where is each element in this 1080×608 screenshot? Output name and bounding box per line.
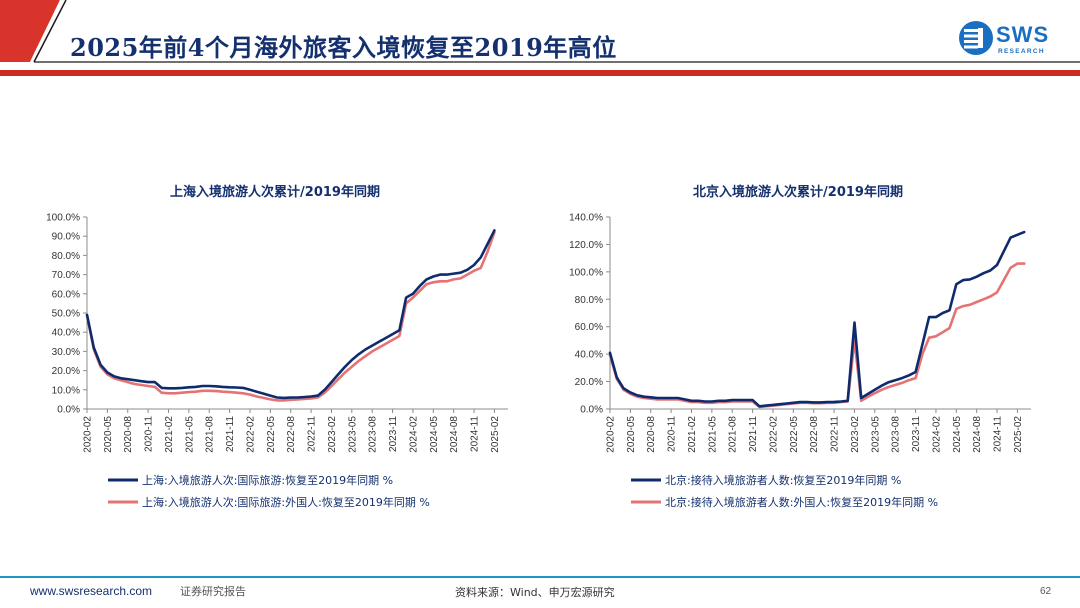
beijing-x-tick-label: 2020-05 [626, 416, 637, 453]
shanghai-chart-title: 上海入境旅游人次累计/2019年同期 [170, 185, 380, 200]
beijing-x-tick-label: 2021-08 [728, 416, 739, 453]
beijing-y-tick-label: 140.0% [569, 213, 603, 224]
beijing-x-tick-label: 2021-02 [687, 416, 698, 453]
beijing-chart-title: 北京入境旅游人次累计/2019年同期 [693, 185, 903, 200]
logo-subtext: RESEARCH [998, 48, 1045, 55]
shanghai-x-tick-label: 2022-08 [286, 416, 297, 453]
beijing-legend-label-2: 北京:接待入境旅游者人数:外国人:恢复至2019年同期 % [665, 495, 938, 509]
beijing-series-1-line [608, 230, 1026, 408]
beijing-x-tick-label: 2021-11 [748, 416, 759, 452]
beijing-x-tick-label: 2024-08 [972, 416, 983, 453]
shanghai-y-tick-label: 20.0% [52, 366, 80, 377]
beijing-x-tick-label: 2025-02 [1013, 416, 1024, 453]
shanghai-x-tick-label: 2023-11 [388, 416, 399, 452]
shanghai-legend-label-1: 上海:入境旅游人次:国际旅游:恢复至2019年同期 % [142, 473, 393, 487]
shanghai-y-tick-label: 80.0% [52, 251, 80, 262]
beijing-legend-label-1: 北京:接待入境旅游者人数:恢复至2019年同期 % [665, 473, 901, 487]
shanghai-y-tick-label: 10.0% [52, 385, 80, 396]
shanghai-x-tick-label: 2021-05 [184, 416, 195, 453]
beijing-x-tick-label: 2024-11 [993, 416, 1004, 452]
beijing-x-tick-label: 2020-08 [646, 416, 657, 453]
beijing-x-tick-label: 2023-11 [911, 416, 922, 452]
shanghai-y-tick-label: 30.0% [52, 347, 80, 358]
shanghai-y-tick-label: 70.0% [52, 270, 80, 281]
shanghai-y-tick-label: 100.0% [46, 213, 80, 224]
shanghai-chart-svg: 0.0% 10.0% 20.0% 30.0% 40.0% 50.0% 60.0% 70.0% 8… [46, 213, 508, 509]
shanghai-legend-label-2: 上海:入境旅游人次:国际旅游:外国人:恢复至2019年同期 % [142, 495, 430, 509]
shanghai-x-tick-label: 2023-02 [327, 416, 338, 453]
footer-website-link[interactable]: www.swsresearch.com [30, 584, 153, 598]
shanghai-y-tick-label: 50.0% [52, 309, 80, 320]
footer-divider [0, 576, 1080, 578]
beijing-x-tick-label: 2024-02 [931, 416, 942, 453]
beijing-y-tick-label: 20.0% [575, 377, 603, 388]
beijing-chart: 北京入境旅游人次累计/2019年同期 0.0% 20.0% 40.0% 60.0% 80… [548, 175, 1048, 515]
shanghai-x-tick-label: 2021-02 [164, 416, 175, 453]
shanghai-x-tick-label: 2024-08 [449, 416, 460, 453]
beijing-x-tick-label: 2022-02 [768, 416, 779, 453]
white-slash [30, 0, 66, 62]
shanghai-x-tick-label: 2022-05 [266, 416, 277, 453]
shanghai-x-tick-label: 2024-11 [470, 416, 481, 452]
shanghai-x-tick-label: 2020-02 [83, 416, 94, 453]
beijing-x-tick-label: 2020-11 [667, 416, 678, 452]
shanghai-x-tick-label: 2022-02 [245, 416, 256, 453]
shanghai-series-1-line [85, 229, 496, 400]
beijing-y-tick-label: 80.0% [575, 295, 603, 306]
shanghai-chart: 上海入境旅游人次累计/2019年同期 0.0% 10.0% 20.0% 30.0% 40… [25, 175, 525, 515]
shanghai-x-tick-label: 2023-05 [347, 416, 358, 453]
beijing-y-tick-label: 120.0% [569, 240, 603, 251]
logo-text: SWS [996, 22, 1050, 47]
beijing-x-tick-label: 2023-08 [891, 416, 902, 453]
shanghai-x-tick-label: 2023-08 [368, 416, 379, 453]
title-bar: 2025年前4个月海外旅客入境恢复至2019年高位 SWS RESEARCH [0, 0, 1080, 80]
beijing-x-tick-label: 2024-05 [952, 416, 963, 453]
sws-logo-icon [959, 21, 993, 55]
footer-report-type: 证券研究报告 [180, 585, 246, 598]
shanghai-y-tick-label: 60.0% [52, 289, 80, 300]
beijing-x-tick-label: 2022-11 [830, 416, 841, 452]
page-title: 2025年前4个月海外旅客入境恢复至2019年高位 [70, 33, 617, 62]
shanghai-x-tick-label: 2025-02 [490, 416, 501, 453]
red-rule [0, 70, 1080, 76]
title-bar-decoration [0, 0, 1080, 76]
beijing-x-tick-label: 2021-05 [707, 416, 718, 453]
red-corner-block [0, 0, 60, 62]
shanghai-x-tick-label: 2021-11 [225, 416, 236, 452]
shanghai-y-tick-label: 40.0% [52, 328, 80, 339]
title-slash-line [33, 0, 67, 63]
beijing-x-tick-label: 2020-02 [606, 416, 617, 453]
shanghai-x-tick-label: 2022-11 [307, 416, 318, 452]
shanghai-x-tick-label: 2024-05 [429, 416, 440, 453]
shanghai-y-tick-label: 0.0% [57, 405, 80, 416]
shanghai-series-2-line [85, 231, 496, 402]
beijing-x-tick-label: 2022-08 [809, 416, 820, 453]
beijing-x-tick-label: 2023-05 [870, 416, 881, 453]
beijing-y-tick-label: 100.0% [569, 267, 603, 278]
beijing-y-tick-label: 40.0% [575, 350, 603, 361]
shanghai-y-tick-label: 90.0% [52, 232, 80, 243]
beijing-x-tick-label: 2023-02 [850, 416, 861, 453]
beijing-y-tick-label: 0.0% [580, 405, 603, 416]
shanghai-x-tick-label: 2020-08 [123, 416, 134, 453]
sws-logo: SWS RESEARCH [958, 20, 1068, 60]
beijing-series-2-line [608, 262, 1026, 409]
page-number: 62 [1040, 586, 1052, 597]
beijing-chart-svg: 0.0% 20.0% 40.0% 60.0% 80.0% 100.0% 120.0% 140.… [569, 213, 1031, 509]
shanghai-x-tick-label: 2021-08 [205, 416, 216, 453]
shanghai-x-tick-label: 2020-11 [144, 416, 155, 452]
footer-source: 资料来源：Wind、申万宏源研究 [455, 586, 615, 599]
beijing-y-tick-label: 60.0% [575, 322, 603, 333]
shanghai-x-tick-label: 2020-05 [103, 416, 114, 453]
shanghai-x-tick-label: 2024-02 [408, 416, 419, 453]
beijing-x-tick-label: 2022-05 [789, 416, 800, 453]
